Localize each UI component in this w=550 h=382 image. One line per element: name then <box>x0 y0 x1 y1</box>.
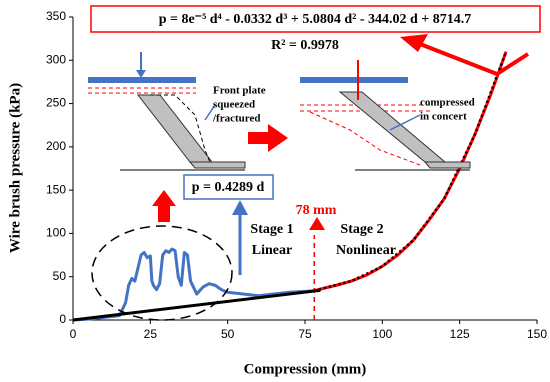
note: squeezed <box>213 99 255 111</box>
stage-label: Linear <box>252 243 292 258</box>
y-tick-label: 150 <box>46 182 66 196</box>
x-tick-label: 25 <box>144 327 158 341</box>
stage-label: Stage 1 <box>250 222 293 237</box>
arrow <box>309 217 325 230</box>
arrow <box>248 124 288 152</box>
x-tick-label: 0 <box>70 327 77 341</box>
fit-equation: p = 8e⁻⁵ d⁴ - 0.0332 d³ + 5.0804 d² - 34… <box>159 12 472 27</box>
y-tick-label: 100 <box>46 226 66 240</box>
y-tick-label: 350 <box>46 9 66 23</box>
y-tick-label: 300 <box>46 52 66 66</box>
x-tick-label: 150 <box>527 327 547 341</box>
x-tick-label: 75 <box>298 327 312 341</box>
equation-box <box>183 174 274 200</box>
highlight-ellipse <box>91 225 233 321</box>
x-tick-label: 50 <box>221 327 235 341</box>
x-tick-label: 100 <box>372 327 392 341</box>
boundary-label: 78 mm <box>296 203 337 218</box>
y-tick-label: 0 <box>59 312 66 326</box>
inset-left <box>88 52 246 171</box>
arrow <box>152 190 176 222</box>
note: /fractured <box>212 113 260 125</box>
y-tick-label: 50 <box>53 269 67 283</box>
arrow <box>232 200 248 215</box>
arrow <box>419 42 498 76</box>
data-line <box>72 288 321 322</box>
y-tick-label: 250 <box>46 96 66 110</box>
stage-label: Nonlinear <box>336 243 396 258</box>
x-axis-title: Compression (mm) <box>244 361 367 377</box>
note: in concert <box>420 111 467 123</box>
inset-right <box>300 60 471 171</box>
y-axis-title: Wire brush pressure (kPa) <box>7 83 23 253</box>
plot-area: 0 50 100 150 200 250 300 350 0 25 50 75 100 125 150 <box>46 9 547 341</box>
note: compressed <box>420 97 475 109</box>
equation-box <box>90 5 541 33</box>
x-tick-label: 125 <box>450 327 470 341</box>
linear-equation: p = 0.4289 d <box>192 180 265 195</box>
stage-label: Stage 2 <box>340 222 383 237</box>
r-squared: R² = 0.9978 <box>271 38 339 53</box>
note: Front plate <box>213 85 266 97</box>
arrow <box>400 34 428 52</box>
y-tick-label: 200 <box>46 139 66 153</box>
data-line <box>72 247 315 322</box>
fit-curve <box>313 51 508 292</box>
arrow <box>495 52 530 76</box>
